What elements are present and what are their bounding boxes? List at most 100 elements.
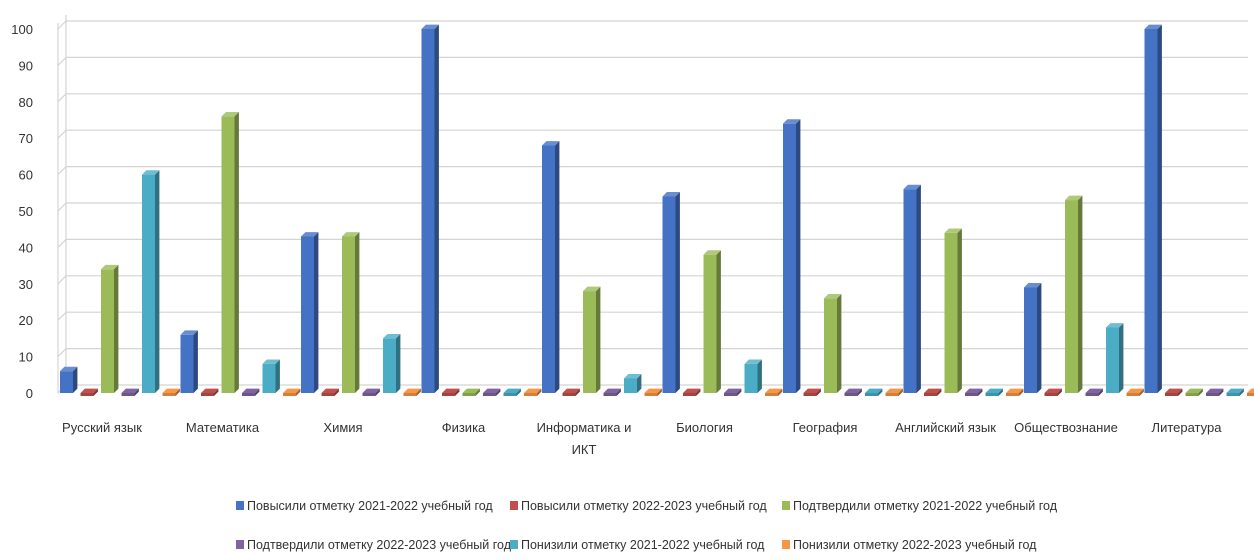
legend-item: Повысили отметку 2022-2023 учебный год [510,499,767,513]
category-label: Физика [442,420,486,435]
bar [1144,24,1162,393]
bar [60,366,78,393]
bar [965,388,983,396]
y-tick-label: 100 [11,22,33,37]
y-tick-label: 40 [19,240,33,255]
category-label: Химия [323,420,362,435]
y-axis: 0 10 20 30 40 50 60 70 80 90 100 [11,22,33,401]
legend-item: Понизили отметку 2021-2022 учебный год [510,538,765,552]
bar [342,232,360,393]
bar [985,388,1003,396]
legend-label: Понизили отметку 2021-2022 учебный год [521,538,765,552]
y-tick-label: 0 [26,386,33,401]
y-tick-label: 70 [19,131,33,146]
legend-label: Понизили отметку 2022-2023 учебный год [793,538,1037,552]
bar [683,388,701,396]
legend-item: Повысили отметку 2021-2022 учебный год [236,499,493,513]
bar [783,119,801,394]
bar [162,388,180,396]
bar [1226,388,1244,396]
bar [1006,388,1024,396]
bar [1185,388,1203,396]
bar [1044,388,1062,396]
bar [724,388,742,396]
bar [524,388,542,396]
bar [583,286,601,393]
bar [442,388,460,396]
bar [283,388,301,396]
category-label: Английский язык [895,420,996,435]
bar [1106,323,1124,393]
bar [662,192,680,393]
bar [744,359,762,393]
bar [421,24,439,393]
bar [624,374,642,393]
bar [542,141,560,393]
bar [142,170,160,393]
bar [803,388,821,396]
bar [1085,388,1103,396]
bar [924,388,942,396]
y-tick-label: 80 [19,95,33,110]
bar [221,111,239,394]
bar [1024,283,1042,393]
y-tick-label: 10 [19,350,33,365]
bar [562,388,580,396]
bar [201,388,219,396]
legend-label: Повысили отметку 2021-2022 учебный год [247,499,493,513]
bar [703,250,721,393]
bar [865,388,883,396]
bar [462,388,480,396]
bar [1065,195,1083,393]
bar [262,359,280,393]
bar [121,388,139,396]
legend-label: Повысили отметку 2022-2023 учебный год [521,499,767,513]
grid-lines [57,15,1248,394]
bars [60,24,1254,396]
legend-swatch [510,501,518,510]
bar [1165,388,1183,396]
bar [824,293,842,393]
category-label: Обществознание [1014,420,1118,435]
bar [403,388,421,396]
category-label: Биология [676,420,733,435]
gridline [57,93,1248,103]
category-label: Информатика и ИКТ [537,420,632,457]
bar [1126,388,1144,396]
y-tick-label: 90 [19,58,33,73]
bar [101,264,119,393]
bar [483,388,501,396]
bar [765,388,783,396]
category-label: География [793,420,858,435]
bar [1206,388,1224,396]
bar [644,388,662,396]
bar [362,388,380,396]
bar [321,388,339,396]
gridline [57,56,1248,66]
legend-item: Понизили отметку 2022-2023 учебный год [782,538,1037,552]
category-label: Литература [1152,420,1223,435]
y-tick-label: 60 [19,168,33,183]
bar [383,334,401,393]
bar [903,184,921,393]
legend-item: Подтвердили отметку 2021-2022 учебный го… [782,499,1058,513]
bar [844,388,862,396]
category-labels: Русский язык Математика Химия Физика Информа… [62,420,1222,457]
legend-swatch [236,501,244,510]
category-label: Русский язык [62,420,142,435]
legend-swatch [782,540,790,549]
y-tick-label: 30 [19,277,33,292]
bar [80,388,98,396]
bar [885,388,903,396]
category-label: Математика [186,420,260,435]
bar [603,388,621,396]
bar [180,330,198,393]
legend-label: Подтвердили отметку 2021-2022 учебный го… [793,499,1058,513]
legend-swatch [510,540,518,549]
bar [242,388,260,396]
legend: Повысили отметку 2021-2022 учебный год По… [236,499,1058,552]
legend-label: Подтвердили отметку 2022-2023 учебный го… [247,538,512,552]
gridline [57,20,1248,30]
bar [503,388,521,396]
